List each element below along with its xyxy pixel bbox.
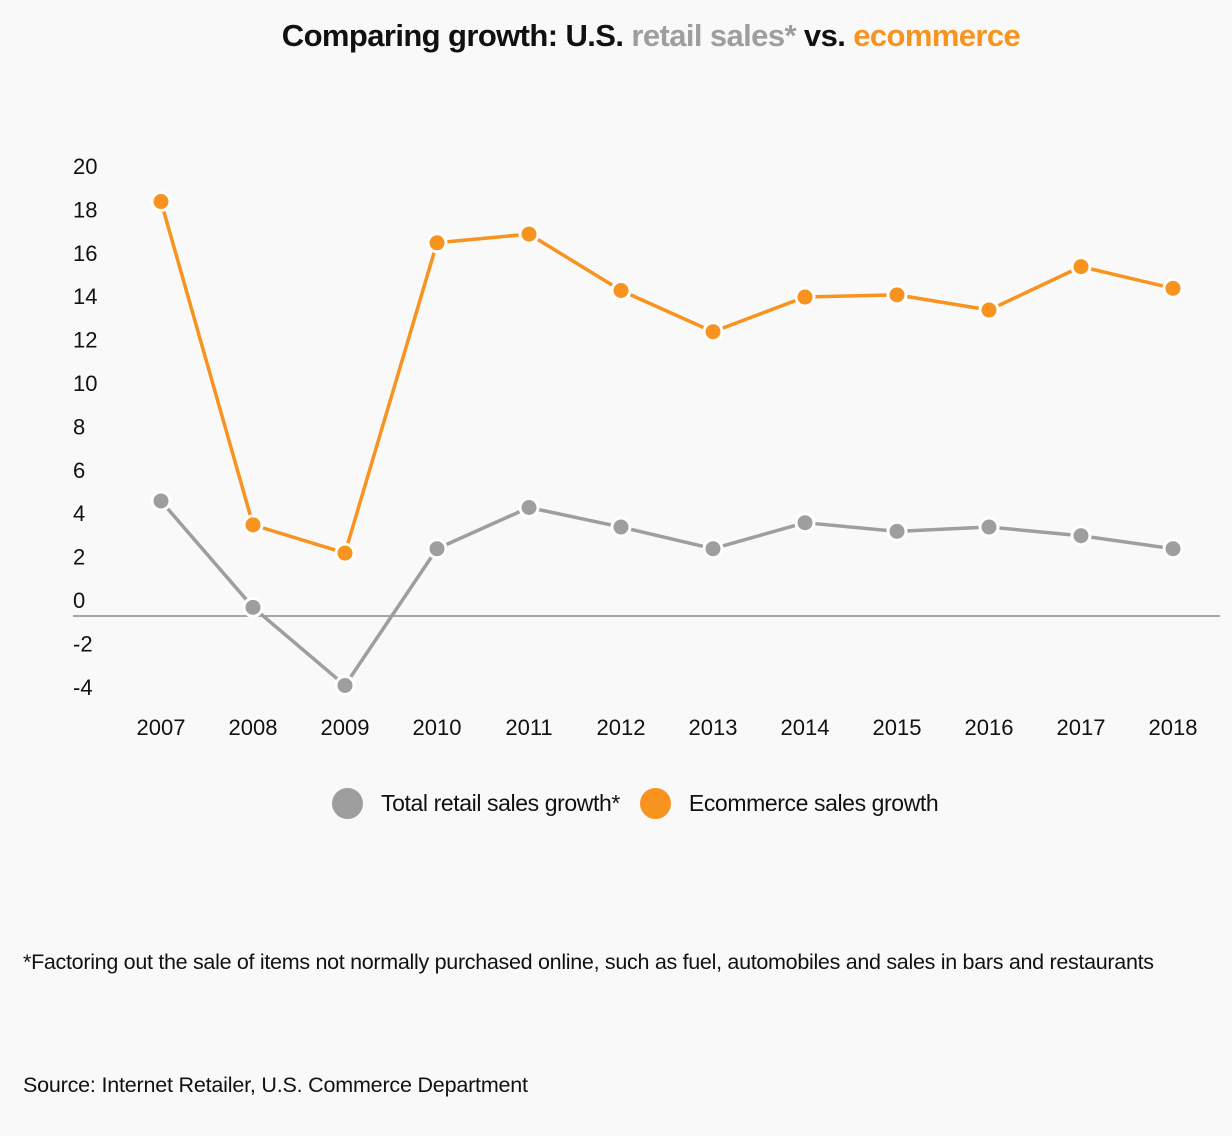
x-axis-ticks: 2007 2008 2009 2010 2011 2012 2013 2014 2015 2016… bbox=[137, 715, 1198, 740]
data-point-ecommerce[interactable] bbox=[242, 514, 264, 536]
y-tick-label: -4 bbox=[73, 675, 93, 700]
data-point-ecommerce[interactable] bbox=[518, 223, 540, 245]
y-tick-label: 8 bbox=[73, 414, 85, 439]
legend-item-retail: Total retail sales growth* bbox=[332, 788, 620, 819]
data-point-ecommerce[interactable] bbox=[334, 542, 356, 564]
data-point-retail[interactable] bbox=[886, 520, 908, 542]
x-tick-label: 2017 bbox=[1057, 715, 1106, 740]
y-tick-label: 18 bbox=[73, 197, 97, 222]
legend-swatch-retail bbox=[332, 788, 363, 819]
footnote: *Factoring out the sale of items not nor… bbox=[23, 950, 1154, 974]
data-point-retail[interactable] bbox=[610, 516, 632, 538]
y-tick-label: 0 bbox=[73, 588, 85, 613]
data-point-ecommerce[interactable] bbox=[1162, 277, 1184, 299]
data-point-ecommerce[interactable] bbox=[978, 299, 1000, 321]
series-line-ecommerce bbox=[159, 201, 1174, 555]
legend-item-ecommerce: Ecommerce sales growth bbox=[639, 788, 939, 819]
x-tick-label: 2018 bbox=[1149, 715, 1198, 740]
x-tick-label: 2016 bbox=[965, 715, 1014, 740]
y-tick-label: 14 bbox=[73, 284, 97, 309]
y-tick-label: 10 bbox=[73, 371, 97, 396]
legend-label-retail: Total retail sales growth* bbox=[381, 790, 620, 816]
y-tick-label: 12 bbox=[73, 328, 97, 353]
x-tick-label: 2015 bbox=[873, 715, 922, 740]
legend: Total retail sales growth* Ecommerce sal… bbox=[332, 788, 939, 819]
data-point-ecommerce[interactable] bbox=[150, 191, 172, 213]
legend-label-ecommerce: Ecommerce sales growth bbox=[688, 790, 939, 816]
y-tick-label: 16 bbox=[73, 241, 97, 266]
x-tick-label: 2014 bbox=[781, 715, 830, 740]
y-tick-label: -2 bbox=[73, 631, 93, 656]
title-part-1: Comparing growth: U.S. bbox=[281, 18, 632, 53]
series-layer bbox=[150, 191, 1184, 696]
data-point-ecommerce[interactable] bbox=[702, 321, 724, 343]
title-part-3: vs. bbox=[795, 18, 854, 53]
data-point-retail[interactable] bbox=[1162, 538, 1184, 560]
data-point-retail[interactable] bbox=[334, 674, 356, 696]
data-point-ecommerce[interactable] bbox=[426, 232, 448, 254]
data-point-retail[interactable] bbox=[978, 516, 1000, 538]
data-point-retail[interactable] bbox=[1070, 525, 1092, 547]
source-note: Source: Internet Retailer, U.S. Commerce… bbox=[23, 1073, 528, 1097]
y-tick-label: 6 bbox=[73, 458, 85, 483]
data-point-ecommerce[interactable] bbox=[610, 280, 632, 301]
y-tick-label: 2 bbox=[73, 545, 85, 570]
x-tick-label: 2008 bbox=[229, 715, 278, 740]
data-point-ecommerce[interactable] bbox=[794, 286, 816, 308]
y-tick-label: 4 bbox=[73, 501, 85, 526]
data-point-retail[interactable] bbox=[242, 596, 264, 618]
y-tick-label: 20 bbox=[73, 154, 97, 179]
title-ecommerce-highlight: ecommerce bbox=[853, 18, 1021, 53]
data-point-ecommerce[interactable] bbox=[1070, 256, 1092, 278]
data-point-ecommerce[interactable] bbox=[886, 284, 908, 306]
x-tick-label: 2009 bbox=[321, 715, 370, 740]
data-point-retail[interactable] bbox=[426, 538, 448, 560]
x-tick-label: 2010 bbox=[413, 715, 462, 740]
chart-title: Comparing growth: U.S. retail sales* vs.… bbox=[0, 18, 1232, 54]
x-tick-label: 2007 bbox=[137, 715, 186, 740]
data-point-retail[interactable] bbox=[794, 512, 816, 534]
legend-swatch-ecommerce bbox=[639, 788, 671, 819]
x-tick-label: 2012 bbox=[597, 715, 646, 740]
series-line-retail bbox=[159, 499, 1174, 688]
data-point-retail[interactable] bbox=[702, 538, 724, 560]
data-point-retail[interactable] bbox=[150, 490, 172, 512]
x-tick-label: 2013 bbox=[689, 715, 738, 740]
title-retail-highlight: retail sales* bbox=[631, 18, 796, 53]
data-point-retail[interactable] bbox=[518, 497, 540, 518]
x-tick-label: 2011 bbox=[505, 715, 552, 740]
